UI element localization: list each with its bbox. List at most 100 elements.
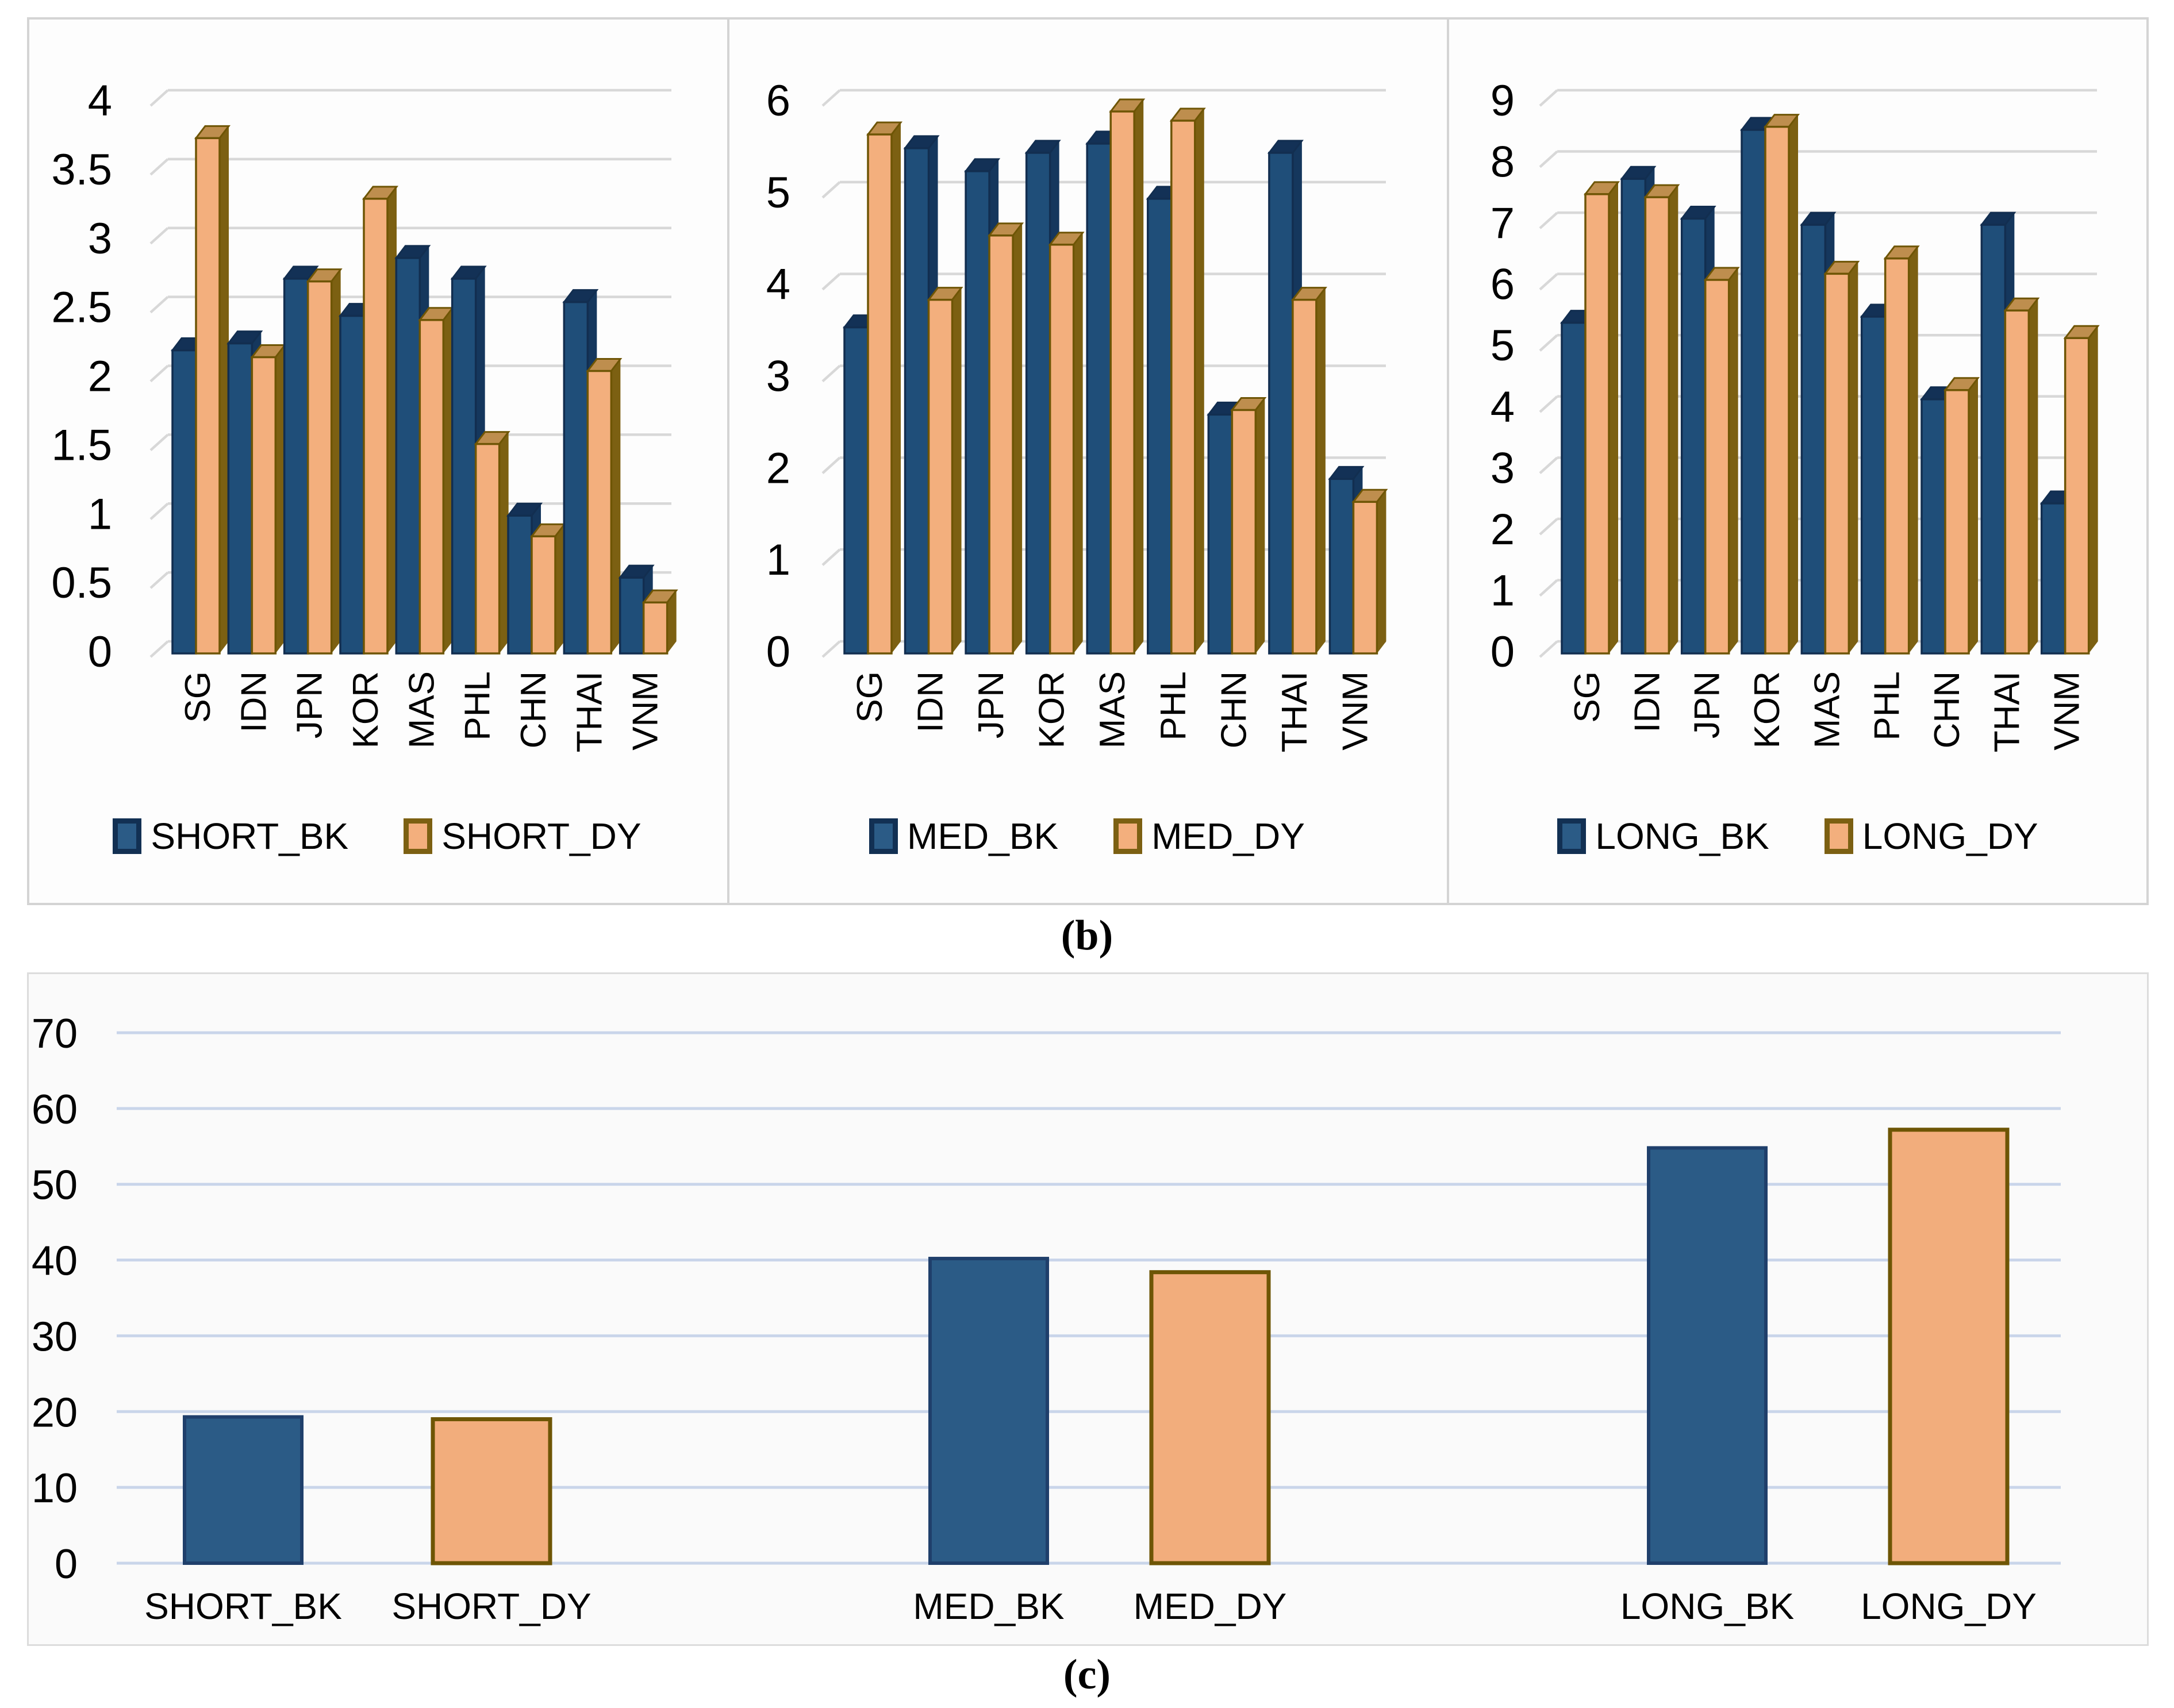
x-category-label: IDN — [1627, 671, 1667, 733]
y-tick-label: 30 — [32, 1314, 78, 1360]
x-category-label: SG — [1568, 671, 1607, 723]
bar-LONG_DY-KOR — [1764, 125, 1790, 655]
gridline-stub — [1539, 334, 1558, 352]
gridline-stub — [821, 548, 841, 566]
bar-MED_BK-VNM — [1328, 478, 1355, 655]
bar-MED_BK-THAI — [1268, 152, 1294, 655]
gridline-stub — [149, 433, 169, 452]
y-tick-label: 7 — [1491, 199, 1515, 248]
x-category-label: IDN — [234, 671, 274, 733]
legend-swatch-icon — [404, 818, 433, 854]
y-tick-label: 1 — [1491, 566, 1515, 615]
bar-SHORT_DY-KOR — [363, 198, 389, 655]
bar-LONG_DY-JPN — [1704, 279, 1730, 655]
bar-MED_DY-THAI — [1292, 298, 1318, 655]
bar-MED_DY-MAS — [1109, 110, 1135, 655]
bar-SHORT_BK-MAS — [395, 257, 421, 655]
gridline-stub — [1539, 518, 1558, 536]
bar-SHORT_DY-IDN-side — [275, 345, 285, 653]
y-tick-label: 5 — [766, 168, 790, 217]
legend-swatch-icon — [1824, 818, 1853, 854]
x-category-label: JPN — [1688, 671, 1727, 738]
bar-LONG_DY-SG — [1584, 193, 1610, 655]
x-category-label: MAS — [1093, 671, 1132, 748]
bar-MED_DY-CHN-side — [1255, 398, 1265, 653]
bar-LONG_DY-VNM-side — [2088, 326, 2098, 653]
y-tick-label: 0.5 — [51, 559, 112, 607]
bar-LONG_DY-PHL — [1884, 257, 1910, 655]
bar-MED_DY-THAI-side — [1316, 287, 1326, 653]
chart-medium-term: 6 5 4 3 2 1 0 SG IDN JPN KOR MAS PHL CHN THAI VNM — [766, 76, 1388, 752]
legend-med: MED_BK MED_DY — [727, 815, 1447, 857]
gridline-stub — [1539, 211, 1558, 229]
gridline-stub — [149, 227, 169, 245]
gridline-stub — [821, 181, 841, 199]
bar-MED_DY-VNM-side — [1377, 490, 1386, 653]
gridline-stub — [1539, 579, 1558, 597]
bar-SHORT_DY-CHN-side — [555, 524, 564, 653]
gridline-stub — [1539, 150, 1558, 168]
y-tick-label: 2 — [88, 352, 112, 401]
legend-item-MED_DY: MED_DY — [1113, 815, 1305, 857]
legend-label: SHORT_DY — [441, 815, 642, 857]
x-category-label: PHL — [1868, 671, 1907, 741]
bar-SHORT_DY-MAS — [418, 319, 445, 655]
bar-SHORT_DY-SG-side — [220, 126, 229, 653]
y-tick-label: 6 — [766, 76, 790, 125]
gridline-stub — [821, 272, 841, 291]
bar-MED_DY-SG-side — [892, 122, 901, 654]
bar-MED_DY-PHL — [1170, 120, 1196, 655]
bar-LONG_BK-JPN — [1680, 217, 1707, 655]
bar-MED_DY-IDN-side — [952, 287, 962, 653]
x-category-label: CHN — [514, 671, 554, 748]
bar-LONG_DY-CHN — [1944, 389, 1970, 655]
bar-SHORT_DY-IDN — [251, 356, 277, 655]
bar-MED_DY-KOR — [1048, 243, 1075, 655]
bar-LONG_BK-SG — [1561, 321, 1587, 655]
bar-LONG_BK — [1647, 1146, 1768, 1565]
gridline-stub — [1539, 89, 1558, 107]
bar-LONG_BK-VNM — [2040, 502, 2067, 655]
bar-SHORT_DY-MAS-side — [443, 307, 453, 653]
x-category-label: PHL — [458, 671, 498, 741]
y-tick-label: 4 — [88, 76, 112, 125]
gridline-stub — [149, 502, 169, 520]
y-tick-label: 8 — [1491, 138, 1515, 187]
panel-divider-1 — [727, 20, 729, 903]
y-tick-label: 2 — [1491, 505, 1515, 554]
gridline-stub — [149, 295, 169, 314]
x-category-label: SG — [178, 671, 218, 723]
bar-MED_BK-PHL — [1147, 198, 1173, 655]
bar-SHORT_DY-JPN-side — [331, 269, 341, 653]
y-tick-label: 2.5 — [51, 283, 112, 332]
x-category-label: CHN — [1927, 671, 1967, 748]
bar-LONG_DY-VNM — [2064, 337, 2090, 655]
legend-swatch-icon — [869, 818, 898, 854]
bar-LONG_DY-PHL-side — [1908, 246, 1918, 653]
bar-LONG_DY-IDN — [1644, 196, 1670, 655]
gridline-stub — [821, 640, 841, 658]
bar-MED_BK-CHN — [1207, 413, 1234, 655]
gridline-stub — [149, 364, 169, 383]
bar-SHORT_BK — [183, 1415, 304, 1565]
x-category-label: SHORT_DY — [391, 1586, 591, 1627]
bar-MED_BK-IDN — [904, 147, 930, 655]
gridline-stub — [821, 89, 841, 107]
legend-label: MED_DY — [1151, 815, 1305, 857]
gridline-stub — [149, 89, 169, 107]
x-category-label: MAS — [402, 671, 441, 748]
bar-SHORT_BK-PHL — [451, 278, 477, 655]
x-category-label: THAI — [1275, 671, 1315, 752]
chart-short-term: 4 3.5 3 2.5 2 1.5 1 0.5 0 SG IDN JPN KOR MAS PHL CHN THA… — [51, 76, 678, 752]
bar-SHORT_DY-KOR-side — [387, 186, 397, 653]
y-tick-label: 3 — [1491, 444, 1515, 493]
bar-LONG_BK-MAS — [1800, 224, 1827, 655]
legend-swatch-icon — [113, 818, 142, 854]
bar-MED_BK — [928, 1256, 1049, 1565]
legend-label: MED_BK — [907, 815, 1059, 857]
bar-SHORT_DY-VNM — [642, 601, 669, 655]
y-tick-label: 6 — [1491, 260, 1515, 309]
bar-SHORT_DY-PHL — [474, 443, 501, 655]
bar-LONG_DY-THAI-side — [2029, 298, 2038, 653]
x-category-label: VNM — [2048, 671, 2087, 751]
